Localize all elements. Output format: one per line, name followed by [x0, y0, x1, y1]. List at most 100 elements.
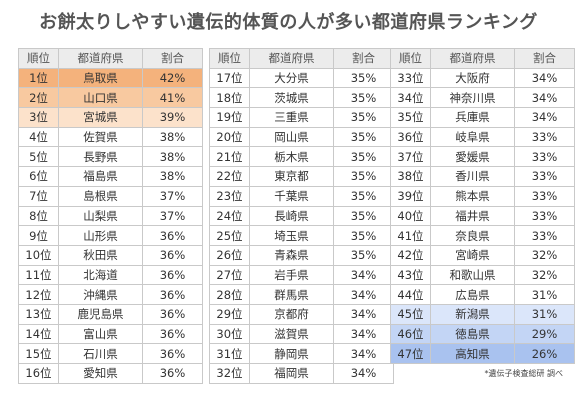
percentage-cell: 33%	[514, 185, 575, 207]
table-row: 6位 福島県 38%	[18, 166, 203, 187]
prefecture-cell: 宮城県	[58, 107, 143, 128]
table-row: 28位 群馬県 34%	[209, 284, 394, 305]
percentage-cell: 34%	[333, 343, 394, 364]
percentage-cell: 41%	[142, 87, 203, 109]
prefecture-cell: 富山県	[58, 323, 143, 345]
prefecture-cell: 長野県	[58, 146, 143, 168]
rank-cell: 33位	[390, 67, 431, 89]
rank-cell: 37位	[390, 146, 431, 168]
page-title: お餅太りしやすい遺伝的体質の人が多い都道府県ランキング	[39, 12, 538, 33]
table-row: 21位 栃木県 35%	[209, 146, 394, 168]
rank-cell: 27位	[209, 264, 250, 286]
prefecture-cell: 奈良県	[430, 225, 515, 246]
prefecture-cell: 沖縄県	[58, 284, 143, 305]
rank-cell: 42位	[390, 244, 431, 266]
rank-cell: 28位	[209, 284, 250, 305]
percentage-cell: 32%	[514, 264, 575, 286]
rank-cell: 1位	[18, 67, 59, 89]
prefecture-cell: 群馬県	[249, 284, 334, 305]
prefecture-cell: 広島県	[430, 284, 515, 305]
table-row: 3位 宮城県 39%	[18, 107, 203, 128]
prefecture-cell: 佐賀県	[58, 126, 143, 148]
rank-cell: 35位	[390, 107, 431, 128]
percentage-cell: 42%	[142, 67, 203, 89]
rank-cell: 21位	[209, 146, 250, 168]
table-row: 26位 青森県 35%	[209, 244, 394, 266]
percentage-cell: 33%	[514, 225, 575, 246]
rank-cell: 41位	[390, 225, 431, 246]
header-rank: 順位	[209, 48, 250, 69]
percentage-cell: 34%	[333, 303, 394, 325]
rank-cell: 12位	[18, 284, 59, 305]
table-row: 7位 島根県 37%	[18, 185, 203, 207]
table-row: 42位 宮崎県 32%	[390, 244, 575, 266]
table-row: 19位 三重県 35%	[209, 107, 394, 128]
percentage-cell: 34%	[333, 264, 394, 286]
table-row: 20位 岡山県 35%	[209, 126, 394, 148]
rank-cell: 25位	[209, 225, 250, 246]
rank-cell: 8位	[18, 205, 59, 227]
table-row: 23位 千葉県 35%	[209, 185, 394, 207]
prefecture-cell: 石川県	[58, 343, 143, 364]
table-row: 37位 愛媛県 33%	[390, 146, 575, 168]
table-row: 32位 福岡県 34%	[209, 363, 394, 384]
percentage-cell: 35%	[333, 107, 394, 128]
prefecture-cell: 岩手県	[249, 264, 334, 286]
rank-cell: 18位	[209, 87, 250, 109]
percentage-cell: 33%	[514, 146, 575, 168]
table-row: 16位 愛知県 36%	[18, 363, 203, 384]
rank-cell: 24位	[209, 205, 250, 227]
table-row: 27位 岩手県 34%	[209, 264, 394, 286]
rank-cell: 15位	[18, 343, 59, 364]
percentage-cell: 36%	[142, 303, 203, 325]
prefecture-cell: 大分県	[249, 67, 334, 89]
rank-cell: 32位	[209, 363, 250, 384]
percentage-cell: 35%	[333, 126, 394, 148]
prefecture-cell: 埼玉県	[249, 225, 334, 246]
prefecture-cell: 鳥取県	[58, 67, 143, 89]
source-note: *遺伝子検査総研 調べ	[484, 369, 563, 378]
rank-cell: 39位	[390, 185, 431, 207]
table-row: 46位 徳島県 29%	[390, 323, 575, 345]
prefecture-cell: 大阪府	[430, 67, 515, 89]
table-row: 18位 茨城県 35%	[209, 87, 394, 109]
rank-cell: 7位	[18, 185, 59, 207]
prefecture-cell: 三重県	[249, 107, 334, 128]
rank-cell: 5位	[18, 146, 59, 168]
rank-cell: 16位	[18, 363, 59, 384]
prefecture-cell: 宮崎県	[430, 244, 515, 266]
ranking-table-2: 順位 都道府県 割合 17位 大分県 35% 18位 茨城県 35% 19位 三重県 35% 20…	[209, 48, 394, 384]
percentage-cell: 35%	[333, 244, 394, 266]
percentage-cell: 31%	[514, 303, 575, 325]
ranking-table-1: 順位 都道府県 割合 1位 鳥取県 42% 2位 山口県 41% 3位 宮城県 39% 4位 佐賀県…	[18, 48, 203, 384]
prefecture-cell: 山口県	[58, 87, 143, 109]
percentage-cell: 35%	[333, 166, 394, 187]
rank-cell: 34位	[390, 87, 431, 109]
percentage-cell: 34%	[333, 284, 394, 305]
table-row: 5位 長野県 38%	[18, 146, 203, 168]
rank-cell: 20位	[209, 126, 250, 148]
rank-cell: 13位	[18, 303, 59, 325]
percentage-cell: 34%	[514, 87, 575, 109]
percentage-cell: 33%	[514, 166, 575, 187]
rank-cell: 3位	[18, 107, 59, 128]
table-row: 41位 奈良県 33%	[390, 225, 575, 246]
table-row: 14位 富山県 36%	[18, 323, 203, 345]
percentage-cell: 29%	[514, 323, 575, 345]
header-rank: 順位	[18, 48, 59, 69]
prefecture-cell: 和歌山県	[430, 264, 515, 286]
prefecture-cell: 北海道	[58, 264, 143, 286]
rank-cell: 36位	[390, 126, 431, 148]
percentage-cell: 37%	[142, 185, 203, 207]
percentage-cell: 33%	[514, 205, 575, 227]
prefecture-cell: 滋賀県	[249, 323, 334, 345]
rank-cell: 11位	[18, 264, 59, 286]
header-prefecture: 都道府県	[249, 48, 334, 69]
percentage-cell: 34%	[333, 363, 394, 384]
table-row: 1位 鳥取県 42%	[18, 67, 203, 89]
table-row: 22位 東京都 35%	[209, 166, 394, 187]
table-row: 4位 佐賀県 38%	[18, 126, 203, 148]
prefecture-cell: 熊本県	[430, 185, 515, 207]
prefecture-cell: 愛知県	[58, 363, 143, 384]
prefecture-cell: 長崎県	[249, 205, 334, 227]
